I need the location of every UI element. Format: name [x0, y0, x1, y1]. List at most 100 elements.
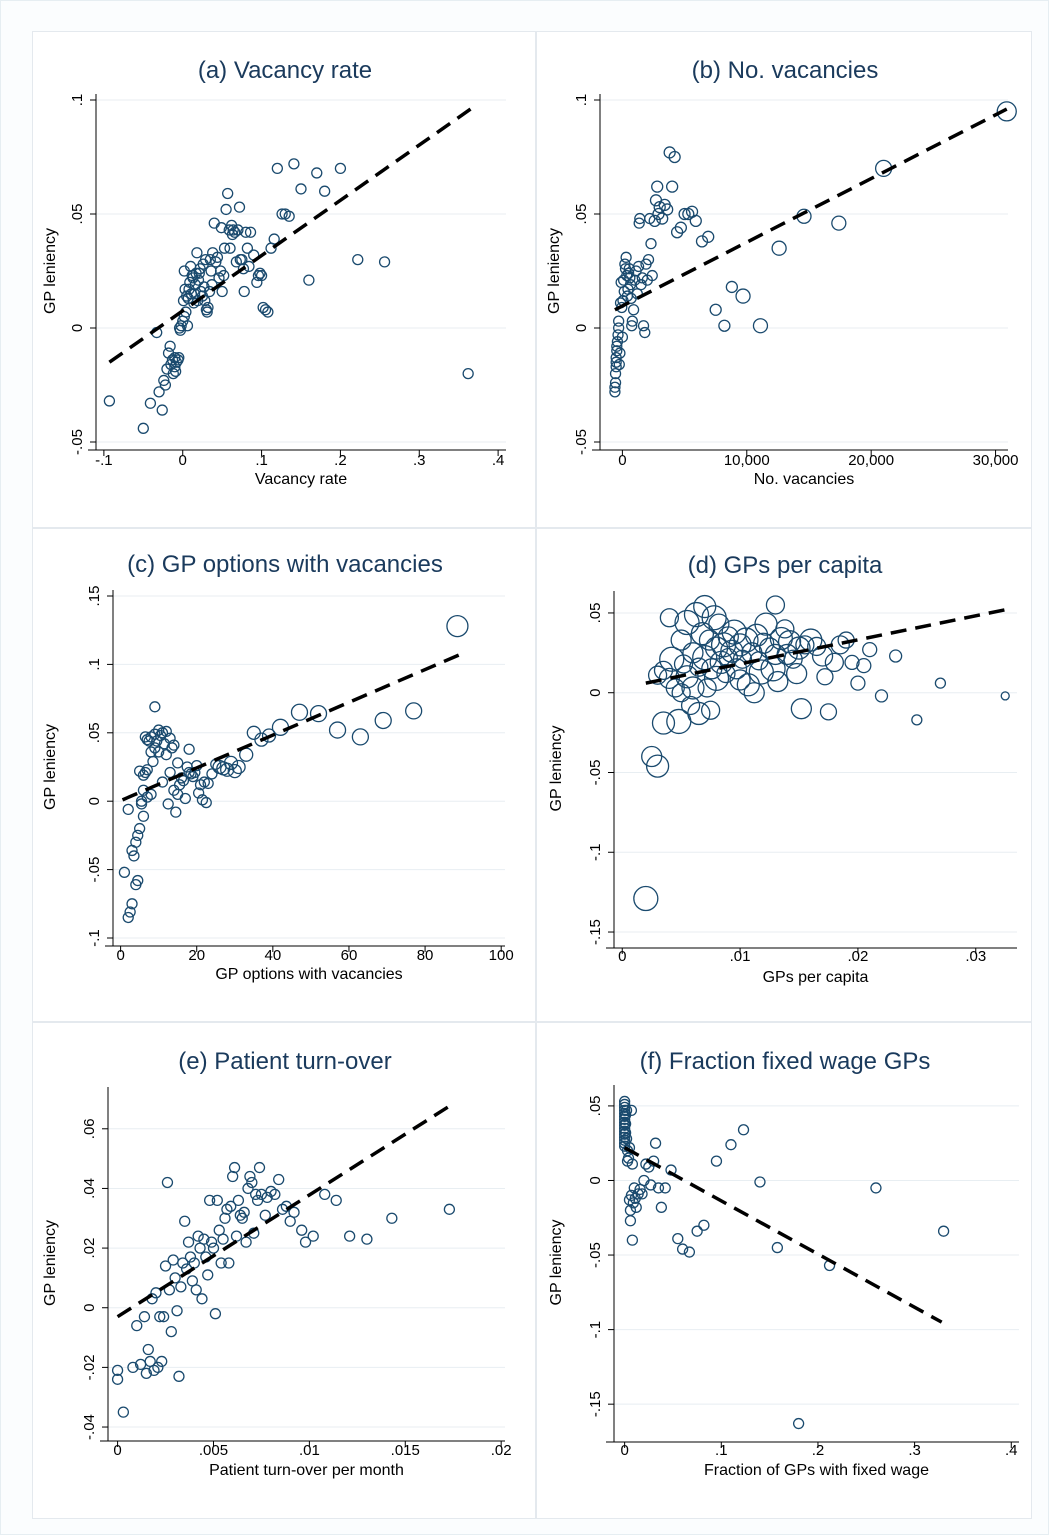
data-point — [626, 320, 638, 332]
data-point — [676, 1243, 689, 1255]
data-point — [122, 911, 134, 924]
y-tick-label: .02 — [81, 1238, 98, 1259]
data-point — [273, 1173, 285, 1186]
y-tick-label: -.04 — [81, 1414, 98, 1440]
fitted-line — [645, 608, 1006, 685]
data-point — [232, 224, 244, 236]
data-point — [166, 742, 178, 754]
data-point — [653, 660, 674, 681]
y-tick-label: .1 — [86, 658, 103, 671]
x-tick-label: 10,000 — [724, 452, 770, 469]
data-point — [330, 1194, 342, 1207]
data-point — [259, 304, 272, 316]
data-point — [170, 806, 182, 818]
data-point — [614, 347, 626, 359]
data-point — [149, 701, 161, 713]
data-point — [618, 1122, 631, 1134]
data-point — [240, 226, 252, 238]
data-point — [716, 663, 736, 684]
x-tick-label: .015 — [391, 1442, 420, 1459]
data-point — [167, 1254, 179, 1266]
panel-no-vacancies: (b) No. vacancies -.05 0 .05 .1 0 10,000 20,000… — [536, 31, 1032, 528]
y-tick-label: 0 — [69, 324, 86, 332]
y-tick-label: -.15 — [587, 1391, 604, 1417]
data-point — [246, 1176, 258, 1189]
data-point — [220, 203, 232, 216]
data-point — [718, 319, 731, 332]
y-tick-label: -.05 — [86, 857, 103, 883]
data-point — [126, 898, 138, 910]
data-point — [183, 766, 195, 779]
data-point — [131, 1319, 143, 1332]
x-tick-label: 0 — [618, 948, 626, 965]
y-tick-label: 0 — [573, 324, 590, 332]
data-point — [167, 367, 179, 380]
data-point — [158, 374, 170, 387]
data-point — [295, 183, 307, 195]
data-point — [242, 1182, 254, 1195]
data-point — [157, 1311, 170, 1323]
y-tick-label: -.05 — [69, 429, 86, 455]
data-point — [785, 662, 808, 685]
data-point — [225, 1200, 237, 1212]
data-point — [698, 1219, 710, 1231]
data-point — [689, 657, 709, 677]
data-point — [142, 1343, 154, 1356]
data-point — [619, 1127, 632, 1139]
data-point — [200, 796, 212, 809]
data-point — [911, 714, 923, 726]
y-axis-label: GP leniency — [548, 1220, 565, 1306]
data-point — [733, 627, 759, 653]
data-point — [261, 1191, 273, 1204]
data-point — [361, 1233, 373, 1245]
data-point — [296, 1224, 308, 1236]
x-axis-label: Patient turn-over per month — [209, 1462, 404, 1479]
data-point — [752, 318, 769, 334]
data-point — [661, 203, 674, 216]
data-point — [122, 803, 134, 816]
data-point — [288, 158, 300, 170]
data-point — [633, 885, 659, 912]
data-point — [253, 1161, 266, 1174]
data-point — [154, 1311, 166, 1323]
data-point — [207, 1242, 220, 1254]
data-point — [171, 1305, 183, 1317]
panel-fixed-wage: (f) Fraction fixed wage GPs -.15 -.1 -.05 0.… — [536, 1022, 1032, 1519]
y-tick-label: .1 — [573, 94, 590, 107]
x-tick-label: .02 — [491, 1442, 512, 1459]
fitted-line — [116, 1103, 453, 1319]
data-point — [609, 386, 621, 398]
data-point — [156, 776, 169, 788]
data-point — [618, 1125, 631, 1137]
data-point — [254, 732, 269, 747]
data-point — [188, 288, 201, 300]
data-point — [693, 594, 717, 619]
x-tick-label: .2 — [812, 1442, 825, 1459]
panel-patient-turnover: (e) Patient turn-over -.04 -.02 0 .02 .04 .06 0… — [32, 1022, 536, 1519]
chart-title: (f) Fraction fixed wage GPs — [640, 1048, 931, 1075]
data-point — [224, 242, 236, 254]
data-point — [642, 253, 655, 266]
chart-no-vacancies: (b) No. vacancies -.05 0 .05 .1 0 10,000 20,000… — [546, 57, 1019, 488]
data-point — [633, 217, 645, 229]
data-point — [620, 251, 632, 263]
y-tick-label: 0 — [587, 689, 604, 697]
y-tick-label: .05 — [69, 204, 86, 225]
data-point — [729, 669, 751, 691]
data-point — [179, 1215, 191, 1227]
data-point — [149, 728, 161, 740]
data-point — [153, 386, 165, 398]
data-point — [619, 1118, 632, 1130]
data-point — [184, 1251, 197, 1263]
data-point — [182, 1236, 195, 1248]
data-point — [299, 1236, 312, 1248]
y-axis-label: GP leniency — [546, 228, 563, 314]
data-point — [771, 1241, 784, 1254]
data-point — [658, 667, 681, 690]
x-tick-label: .03 — [965, 948, 986, 965]
data-point — [137, 810, 150, 822]
x-tick-label: .4 — [492, 452, 505, 469]
x-tick-label: 0 — [113, 1442, 121, 1459]
data-point — [227, 763, 242, 779]
data-point — [217, 1233, 229, 1245]
